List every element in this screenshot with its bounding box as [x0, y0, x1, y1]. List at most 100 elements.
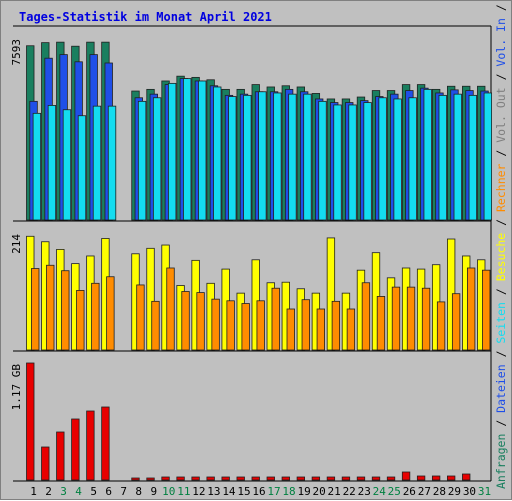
- bar-rechner-day-24: [376, 296, 386, 351]
- bar-seiten-day-1: [32, 112, 42, 221]
- bar-rechner-day-26: [406, 286, 416, 351]
- x-tick-label-day-25: 25: [388, 485, 401, 498]
- bar-seiten-day-26: [408, 97, 417, 221]
- bar-volumen-day-18: [281, 476, 290, 481]
- x-tick-label-day-11: 11: [177, 485, 190, 498]
- bar-rechner-day-5: [91, 282, 100, 351]
- legend-part-3: /: [494, 344, 508, 365]
- bar-seiten-day-12: [198, 80, 207, 221]
- bar-seiten-day-8: [137, 100, 147, 221]
- bar-rechner-day-27: [421, 287, 431, 351]
- bar-rechner-day-9: [151, 300, 160, 351]
- bar-volumen-day-20: [311, 476, 321, 481]
- x-tick-label-day-22: 22: [343, 485, 356, 498]
- legend-part-10: Vol. Out: [494, 87, 508, 142]
- bar-volumen-day-29: [446, 475, 456, 481]
- bar-rechner-day-25: [391, 286, 401, 351]
- bar-rechner-day-2: [46, 264, 55, 351]
- bar-seiten-day-10: [167, 82, 177, 221]
- bar-seiten-day-6: [107, 105, 117, 221]
- panel-requests: 7593: [10, 25, 492, 222]
- bar-rechner-day-19: [301, 299, 310, 351]
- bar-seiten-day-3: [62, 109, 72, 221]
- legend-part-9: /: [494, 143, 508, 164]
- legend-part-4: Seiten: [494, 302, 508, 344]
- bar-rechner-day-4: [76, 290, 85, 351]
- bar-seiten-day-11: [183, 78, 192, 221]
- bar-rechner-day-30: [466, 267, 476, 351]
- bar-seiten-day-24: [378, 97, 387, 221]
- bar-volumen-day-24: [371, 476, 381, 481]
- legend-part-12: Vol. In: [494, 18, 508, 66]
- legend-part-5: /: [494, 281, 508, 302]
- bar-volumen-day-19: [296, 476, 305, 481]
- x-axis-labels: 1 2 3 4 5 6 7 8 9 10 11 12 13 14 15 16 17 18 19 20 21 22 23 24 2…: [30, 485, 491, 498]
- bar-rechner-day-6: [106, 276, 115, 351]
- legend-part-1: /: [494, 413, 508, 434]
- legend-part-11: /: [494, 67, 508, 88]
- bar-volumen-day-21: [326, 476, 336, 481]
- bar-volumen-day-8: [131, 477, 140, 481]
- bar-volumen-day-13: [206, 476, 215, 481]
- x-tick-label-day-7: 7: [120, 485, 127, 498]
- x-tick-label-day-2: 2: [45, 485, 52, 498]
- bar-volumen-day-1: [26, 362, 35, 481]
- x-tick-label-day-27: 27: [418, 485, 431, 498]
- x-tick-label-day-31: 31: [478, 485, 491, 498]
- bar-volumen-day-16: [251, 476, 260, 481]
- bar-rechner-day-8: [136, 284, 145, 351]
- legend-part-2: Dateien: [494, 364, 508, 412]
- bar-rechner-day-23: [361, 282, 371, 351]
- y-max-label-volume: 1.17 GB: [10, 364, 23, 411]
- bar-rechner-day-14: [226, 300, 235, 351]
- bar-volumen-day-9: [146, 477, 155, 481]
- x-tick-label-day-24: 24: [373, 485, 387, 498]
- bar-rechner-day-10: [166, 267, 175, 351]
- y-max-label-visits: 214: [10, 234, 23, 254]
- x-tick-label-day-23: 23: [358, 485, 371, 498]
- bar-volumen-day-6: [101, 406, 110, 481]
- right-legend: Anfragen / Dateien / Seiten / Besuche / …: [494, 1, 508, 489]
- x-tick-label-day-26: 26: [403, 485, 416, 498]
- x-tick-label-day-9: 9: [150, 485, 157, 498]
- bar-volumen-day-23: [356, 476, 366, 481]
- bar-seiten-day-29: [453, 93, 462, 221]
- x-tick-label-day-16: 16: [252, 485, 265, 498]
- bar-seiten-day-19: [303, 93, 312, 221]
- bar-rechner-day-22: [346, 308, 356, 351]
- bar-rechner-day-15: [241, 303, 250, 351]
- bar-rechner-day-16: [256, 300, 265, 351]
- bar-besuche-day-21: [326, 237, 336, 351]
- bar-besuche-day-9: [146, 247, 155, 351]
- bar-rechner-day-21: [331, 300, 341, 351]
- y-max-label-requests: 7593: [10, 39, 23, 66]
- bar-volumen-day-22: [341, 476, 351, 481]
- x-tick-label-day-29: 29: [448, 485, 461, 498]
- x-tick-label-day-3: 3: [60, 485, 67, 498]
- bar-seiten-day-15: [243, 94, 252, 221]
- bar-volumen-day-14: [221, 476, 230, 481]
- bar-seiten-day-14: [228, 96, 237, 221]
- bar-seiten-day-23: [363, 102, 372, 221]
- x-tick-label-day-17: 17: [267, 485, 280, 498]
- bar-rechner-day-31: [482, 269, 491, 351]
- legend-part-7: /: [494, 212, 508, 233]
- bar-volumen-day-5: [86, 410, 95, 481]
- bar-seiten-day-30: [468, 94, 477, 221]
- bar-volumen-day-30: [462, 473, 471, 481]
- x-tick-label-day-6: 6: [105, 485, 112, 498]
- bar-seiten-day-25: [393, 98, 402, 221]
- bar-seiten-day-27: [423, 88, 432, 221]
- bar-seiten-day-4: [77, 115, 87, 221]
- x-tick-label-day-14: 14: [222, 485, 236, 498]
- bar-rechner-day-28: [436, 301, 446, 351]
- bar-seiten-day-17: [273, 92, 282, 221]
- legend-part-6: Besuche: [494, 233, 508, 282]
- bar-volumen-day-3: [56, 431, 65, 481]
- bar-seiten-day-18: [288, 93, 297, 221]
- x-tick-label-day-21: 21: [328, 485, 341, 498]
- bar-seiten-day-13: [213, 86, 222, 221]
- bar-rechner-day-1: [31, 268, 40, 351]
- bar-seiten-day-5: [92, 105, 102, 221]
